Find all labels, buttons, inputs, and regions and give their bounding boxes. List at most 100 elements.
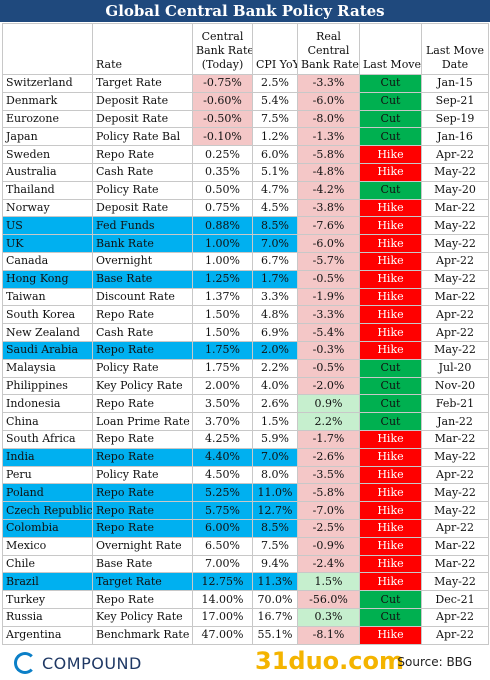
table-row: UK Bank Rate 1.00% 7.0% -6.0% Hike May-22 xyxy=(2,234,489,253)
cell-policy-rate: 5.75% xyxy=(192,501,253,520)
cell-rate: Repo Rate xyxy=(92,501,193,520)
cell-policy-rate: 2.00% xyxy=(192,376,253,396)
cell-country: UK xyxy=(2,234,93,253)
cell-cpi: 8.5% xyxy=(252,216,298,236)
cell-cpi: 2.5% xyxy=(252,74,298,93)
cell-last-move: Hike xyxy=(359,340,422,360)
cell-rate: Deposit Rate xyxy=(92,109,193,129)
compound-logo-text: COMPOUND xyxy=(42,653,142,673)
table-title: Global Central Bank Policy Rates xyxy=(0,0,490,22)
header-real-rate-line: Real xyxy=(316,30,341,43)
table-row: Colombia Repo Rate 6.00% 8.5% -2.5% Hike Apr-2… xyxy=(2,518,489,538)
cell-last-move-date: Mar-22 xyxy=(421,287,489,307)
cell-real-rate: -0.5% xyxy=(297,269,360,289)
header-real-rate-line: Bank Rate xyxy=(301,58,359,71)
cell-country: Turkey xyxy=(2,590,93,609)
watermark: 31duo.com xyxy=(255,647,404,675)
table-row: Canada Overnight 1.00% 6.7% -5.7% Hike Apr-22 xyxy=(2,251,489,271)
cell-policy-rate: 1.75% xyxy=(192,358,253,378)
cell-cpi: 6.9% xyxy=(252,323,298,342)
cell-last-move: Cut xyxy=(359,394,422,414)
cell-last-move: Cut xyxy=(359,376,422,396)
cell-last-move-date: Dec-21 xyxy=(421,590,489,609)
cell-cpi: 4.8% xyxy=(252,305,298,325)
cell-real-rate: -5.7% xyxy=(297,251,360,271)
table-row: Sweden Repo Rate 0.25% 6.0% -5.8% Hike Apr-22 xyxy=(2,145,489,164)
cell-policy-rate: 3.50% xyxy=(192,394,253,414)
table-row: South Korea Repo Rate 1.50% 4.8% -3.3% Hike Ap… xyxy=(2,305,489,325)
cell-policy-rate: 3.70% xyxy=(192,412,253,431)
header-policy-rate-line: (Today) xyxy=(201,58,244,71)
cell-policy-rate: 4.50% xyxy=(192,465,253,485)
table-row: South Africa Repo Rate 4.25% 5.9% -1.7% Hike M… xyxy=(2,429,489,449)
cell-last-move-date: Jul-20 xyxy=(421,358,489,378)
cell-country: Colombia xyxy=(2,518,93,538)
cell-real-rate: -8.0% xyxy=(297,109,360,129)
source-note: Source: BBG xyxy=(397,655,472,669)
cell-policy-rate: -0.60% xyxy=(192,91,253,111)
cell-last-move-date: May-22 xyxy=(421,447,489,467)
cell-real-rate: -3.3% xyxy=(297,74,360,93)
cell-policy-rate: 1.75% xyxy=(192,340,253,360)
cell-real-rate: -0.9% xyxy=(297,536,360,556)
table-row: Chile Base Rate 7.00% 9.4% -2.4% Hike Mar-22 xyxy=(2,554,489,574)
cell-policy-rate: 5.25% xyxy=(192,483,253,503)
cell-real-rate: -3.8% xyxy=(297,198,360,218)
cell-rate: Policy Rate xyxy=(92,358,193,378)
cell-policy-rate: 6.00% xyxy=(192,518,253,538)
cell-cpi: 1.2% xyxy=(252,127,298,147)
cell-country: Czech Republic xyxy=(2,501,93,520)
cell-rate: Key Policy Rate xyxy=(92,376,193,396)
cell-country: Argentina xyxy=(2,625,93,645)
cell-real-rate: -4.2% xyxy=(297,180,360,200)
table-row: Hong Kong Base Rate 1.25% 1.7% -0.5% Hike May-… xyxy=(2,269,489,289)
cell-country: Canada xyxy=(2,251,93,271)
cell-country: Saudi Arabia xyxy=(2,340,93,360)
cell-last-move: Hike xyxy=(359,501,422,520)
cell-policy-rate: 17.00% xyxy=(192,607,253,627)
header-rate: Rate xyxy=(92,23,193,75)
cell-last-move-date: May-20 xyxy=(421,180,489,200)
cell-cpi: 9.4% xyxy=(252,554,298,574)
cell-rate: Policy Rate xyxy=(92,180,193,200)
cell-last-move: Hike xyxy=(359,145,422,164)
cell-rate: Repo Rate xyxy=(92,429,193,449)
cell-policy-rate: 12.75% xyxy=(192,572,253,592)
table-row: China Loan Prime Rate 3.70% 1.5% 2.2% Cut Jan-… xyxy=(2,412,489,431)
cell-country: Brazil xyxy=(2,572,93,592)
cell-country: Taiwan xyxy=(2,287,93,307)
cell-last-move: Hike xyxy=(359,447,422,467)
cell-last-move: Hike xyxy=(359,536,422,556)
header-last-move-date-line: Last Move xyxy=(425,44,485,57)
cell-last-move-date: Mar-22 xyxy=(421,429,489,449)
cell-cpi: 11.3% xyxy=(252,572,298,592)
cell-cpi: 11.0% xyxy=(252,483,298,503)
table-row: India Repo Rate 4.40% 7.0% -2.6% Hike May-22 xyxy=(2,447,489,467)
cell-cpi: 7.5% xyxy=(252,109,298,129)
cell-rate: Base Rate xyxy=(92,269,193,289)
cell-real-rate: -6.0% xyxy=(297,234,360,253)
cell-country: Norway xyxy=(2,198,93,218)
cell-last-move-date: Jan-22 xyxy=(421,412,489,431)
cell-country: Philippines xyxy=(2,376,93,396)
cell-rate: Deposit Rate xyxy=(92,198,193,218)
cell-rate: Bank Rate xyxy=(92,234,193,253)
cell-real-rate: -0.3% xyxy=(297,340,360,360)
cell-policy-rate: -0.50% xyxy=(192,109,253,129)
table-row: Argentina Benchmark Rate 47.00% 55.1% -8.1% H… xyxy=(2,625,489,645)
cell-country: Eurozone xyxy=(2,109,93,129)
compound-logo: COMPOUND xyxy=(14,649,142,677)
cell-country: Denmark xyxy=(2,91,93,111)
cell-last-move-date: Apr-22 xyxy=(421,607,489,627)
cell-policy-rate: 4.25% xyxy=(192,429,253,449)
cell-country: Sweden xyxy=(2,145,93,164)
cell-rate: Target Rate xyxy=(92,572,193,592)
table-row: Denmark Deposit Rate -0.60% 5.4% -6.0% Cut Sep… xyxy=(2,91,489,111)
table-row: Malaysia Policy Rate 1.75% 2.2% -0.5% Cut Jul-… xyxy=(2,358,489,378)
cell-policy-rate: 0.25% xyxy=(192,145,253,164)
cell-last-move: Hike xyxy=(359,162,422,182)
cell-country: Poland xyxy=(2,483,93,503)
header-real-rate-line: Central xyxy=(307,44,350,57)
cell-rate: Loan Prime Rate xyxy=(92,412,193,431)
cell-last-move: Cut xyxy=(359,127,422,147)
